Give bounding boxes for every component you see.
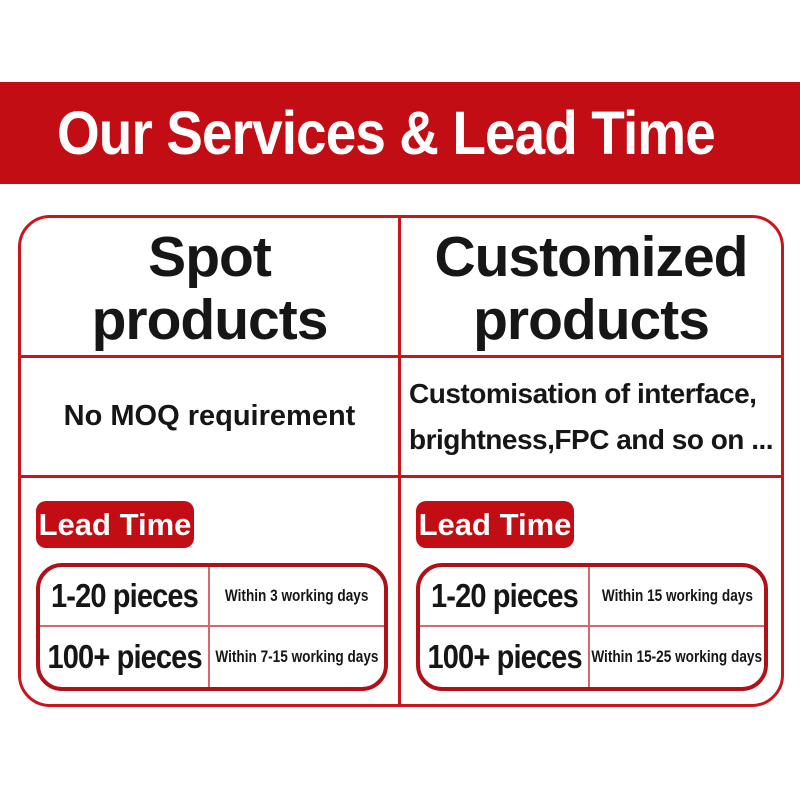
spot-qty-row2-text: 100+ pieces	[47, 638, 202, 675]
page-title: Our Services & Lead Time	[57, 99, 716, 167]
lead-time-badge-customized: Lead Time	[416, 501, 574, 548]
spot-time-row1: Within 3 working days	[210, 567, 384, 627]
description-spot: No MOQ requirement	[21, 358, 398, 478]
column-spot-products: Spot products No MOQ requirement Lead Ti…	[21, 218, 401, 704]
description-customized: Customisation of interface, brightness,F…	[401, 358, 781, 478]
customized-time-row2: Within 15-25 working days	[590, 627, 764, 687]
header-customized-line1: Customized	[434, 224, 748, 289]
customized-qty-row1-text: 1-20 pieces	[430, 577, 579, 614]
spot-qty-row1-text: 1-20 pieces	[50, 577, 199, 614]
header-spot-products: Spot products	[21, 218, 398, 358]
lead-time-badge-spot-label: Lead Time	[38, 506, 192, 542]
spot-time-row1-text: Within 3 working days	[225, 586, 369, 605]
column-customized-products: Customized products Customisation of int…	[401, 218, 781, 704]
header-customized-products: Customized products	[401, 218, 781, 358]
header-spot-line2: products	[91, 287, 329, 352]
description-spot-text: No MOQ requirement	[63, 400, 356, 432]
description-customized-line1: Customisation of interface,	[409, 378, 757, 410]
description-customized-line2: brightness,FPC and so on ...	[409, 423, 774, 455]
customized-time-row1: Within 15 working days	[590, 567, 764, 627]
customized-time-row1-text: Within 15 working days	[601, 586, 753, 605]
customized-time-row2-text: Within 15-25 working days	[591, 647, 763, 666]
lead-time-table-customized: 1-20 pieces Within 15 working days 100+ …	[416, 563, 768, 691]
header-customized-line2: products	[473, 287, 710, 352]
title-banner: Our Services & Lead Time	[0, 82, 800, 184]
customized-qty-row2-text: 100+ pieces	[427, 638, 582, 675]
spot-qty-row1: 1-20 pieces	[40, 567, 211, 627]
spot-time-row2-text: Within 7-15 working days	[215, 647, 379, 666]
lead-time-table-spot: 1-20 pieces Within 3 working days 100+ p…	[36, 563, 388, 691]
lead-time-cell-customized: Lead Time 1-20 pieces Within 15 working …	[401, 478, 781, 704]
customized-qty-row1: 1-20 pieces	[420, 567, 591, 627]
customized-qty-row2: 100+ pieces	[420, 627, 591, 687]
header-spot-line1: Spot	[148, 224, 272, 289]
lead-time-cell-spot: Lead Time 1-20 pieces Within 3 working d…	[21, 478, 398, 704]
services-table: Spot products No MOQ requirement Lead Ti…	[18, 215, 784, 707]
spot-qty-row2: 100+ pieces	[40, 627, 211, 687]
lead-time-badge-customized-label: Lead Time	[418, 506, 572, 542]
lead-time-badge-spot: Lead Time	[36, 501, 194, 548]
spot-time-row2: Within 7-15 working days	[210, 627, 384, 687]
